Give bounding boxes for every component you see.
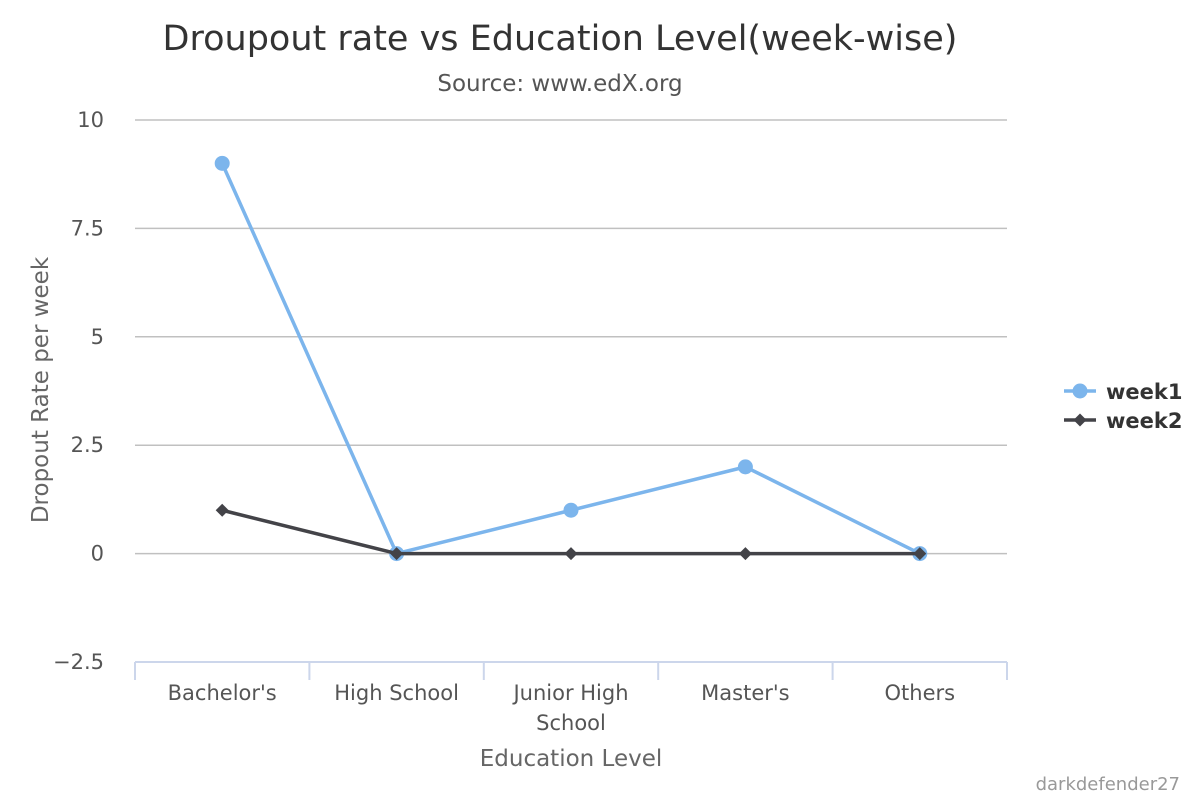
y-tick-label: 0 <box>91 542 104 566</box>
series-line-week1 <box>220 161 922 556</box>
x-tick-label: Bachelor's <box>168 681 277 705</box>
data-point-week1[interactable] <box>737 459 753 475</box>
x-tick-label: Others <box>885 681 956 705</box>
y-tick-label: 10 <box>77 108 104 132</box>
y-axis-ticks: −2.5 0 2.5 5 7.5 10 <box>53 108 104 674</box>
data-point-week1[interactable] <box>563 502 579 518</box>
y-tick-label: −2.5 <box>53 650 104 674</box>
legend-item-week2[interactable]: week2 <box>1064 409 1182 433</box>
series-week1 <box>214 155 928 562</box>
data-point-week2[interactable] <box>215 503 229 517</box>
legend-item-week1[interactable]: week1 <box>1064 380 1182 404</box>
legend-label: week2 <box>1106 409 1182 433</box>
data-point-week1[interactable] <box>214 155 230 171</box>
y-tick-label: 2.5 <box>71 433 104 457</box>
legend-marker <box>1073 413 1087 427</box>
data-point-week2[interactable] <box>738 547 752 561</box>
data-point-week2[interactable] <box>564 547 578 561</box>
data-point-week2[interactable] <box>913 547 927 561</box>
x-tick-label: Junior High School <box>511 681 628 735</box>
y-axis-title: Dropout Rate per week <box>28 256 54 523</box>
x-axis: Bachelor's High School Junior High School Ma… <box>134 661 1008 735</box>
chart-subtitle: Source: www.edX.org <box>437 71 682 97</box>
chart-title: Droupout rate vs Education Level(week-wi… <box>163 19 958 59</box>
chart-credit: darkdefender27 <box>1036 774 1180 795</box>
legend: week1 week2 <box>1064 380 1182 433</box>
series-group <box>214 155 928 562</box>
series-week2 <box>215 503 927 561</box>
y-tick-label: 5 <box>91 325 104 349</box>
gridlines <box>135 119 1007 555</box>
x-tick-label: High School <box>334 681 459 705</box>
x-tick-label: Master's <box>701 681 789 705</box>
x-axis-title: Education Level <box>480 746 663 772</box>
legend-label: week1 <box>1106 380 1182 404</box>
legend-marker <box>1072 383 1088 399</box>
y-tick-label: 7.5 <box>71 216 104 240</box>
data-point-week2[interactable] <box>390 547 404 561</box>
